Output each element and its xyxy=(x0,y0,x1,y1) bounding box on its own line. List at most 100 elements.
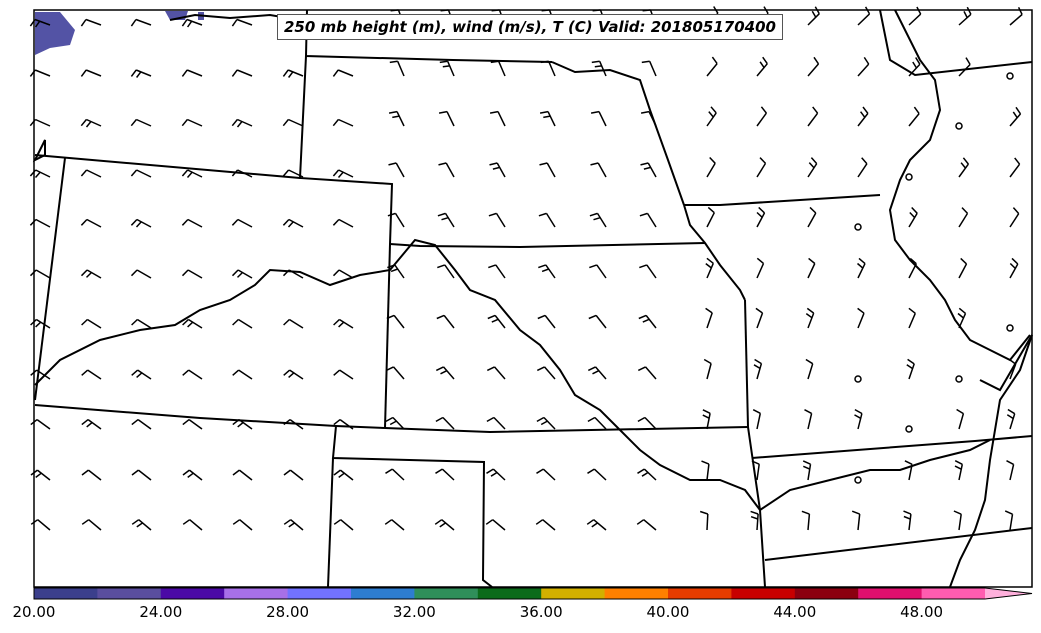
wind-barb xyxy=(1006,408,1016,430)
wind-barb xyxy=(908,6,922,26)
wind-barb xyxy=(905,173,913,181)
wind-barb xyxy=(130,218,152,228)
wind-barb xyxy=(905,425,913,433)
colorbar xyxy=(33,587,1033,600)
border-wy-ut xyxy=(34,154,301,179)
wind-barb xyxy=(30,519,51,531)
colorbar-tick-label: 28.00 xyxy=(266,603,310,621)
river-arkansas xyxy=(759,439,991,511)
wind-barb xyxy=(80,118,102,128)
wind-barb xyxy=(755,307,764,329)
wind-barb xyxy=(807,206,817,228)
lake-utah xyxy=(32,139,46,163)
border-ut-co xyxy=(34,157,66,401)
wind-barb xyxy=(1006,460,1015,481)
colorbar-segment xyxy=(858,588,923,599)
wind-barb xyxy=(804,409,813,430)
wind-barb xyxy=(487,314,506,329)
wind-barb xyxy=(80,218,102,228)
wind-barb xyxy=(389,60,405,77)
wind-barb xyxy=(857,6,871,26)
river-ohio xyxy=(949,334,1033,588)
wind-barb xyxy=(384,519,405,531)
wind-barb xyxy=(908,106,920,127)
wind-barb xyxy=(30,469,51,481)
wind-barb xyxy=(29,18,51,28)
wind-barb xyxy=(536,468,556,481)
wind-barb xyxy=(29,218,51,228)
wind-barb xyxy=(385,468,405,481)
wind-barb xyxy=(752,409,762,430)
wind-barb xyxy=(908,257,917,279)
wind-barb xyxy=(438,162,455,178)
wind-barb xyxy=(232,469,253,481)
wind-barb xyxy=(232,369,253,380)
border-ks-mo xyxy=(744,299,749,428)
wind-barb xyxy=(750,510,759,531)
wind-barb xyxy=(590,110,607,127)
colorbar-segment xyxy=(731,588,796,599)
wind-barb xyxy=(486,416,506,430)
map-frame xyxy=(33,9,1033,588)
wind-barb xyxy=(958,157,970,178)
wind-barb xyxy=(538,264,556,279)
wind-barb xyxy=(640,110,657,127)
wind-barb xyxy=(489,162,506,178)
wind-barb xyxy=(854,375,862,383)
colorbar-segment xyxy=(414,588,479,599)
wind-barb xyxy=(385,366,405,380)
colorbar-extend-arrow xyxy=(985,588,1032,599)
wind-barb xyxy=(703,358,712,380)
colorbar-tick-label: 36.00 xyxy=(519,603,563,621)
wind-barb xyxy=(854,476,862,484)
border-il-ky xyxy=(979,334,1033,392)
wind-barb xyxy=(30,418,51,430)
wind-barb xyxy=(181,118,203,127)
wind-barb xyxy=(438,110,455,127)
wind-barb xyxy=(131,418,152,430)
colorbar-tick-label: 24.00 xyxy=(139,603,183,621)
wind-barb xyxy=(636,519,657,531)
wind-barb xyxy=(435,468,455,481)
wind-barb xyxy=(1009,257,1019,279)
wind-barb xyxy=(81,369,102,380)
wind-barb xyxy=(81,469,102,481)
wind-barb xyxy=(231,69,253,77)
border-ar-la xyxy=(764,527,1033,561)
wind-barb xyxy=(638,314,657,329)
wind-barb xyxy=(181,218,203,228)
wind-barb xyxy=(283,318,304,329)
wind-barb xyxy=(702,409,711,430)
border-nm-east xyxy=(327,457,334,588)
wind-barb xyxy=(485,519,506,531)
wind-barb xyxy=(80,69,102,77)
wind-barb xyxy=(131,369,152,380)
wind-barb xyxy=(437,212,455,228)
wind-barb xyxy=(388,162,405,178)
wind-barb xyxy=(639,264,657,279)
wind-barb xyxy=(1008,358,1017,380)
wind-barb xyxy=(906,358,915,380)
wind-barb xyxy=(333,519,354,531)
wind-barb xyxy=(181,18,203,28)
wind-barb xyxy=(231,218,253,228)
wind-barb xyxy=(182,469,203,481)
wind-barb xyxy=(1006,72,1014,80)
wind-barb xyxy=(751,460,760,481)
wind-barb xyxy=(181,69,203,77)
wind-barb xyxy=(231,269,253,279)
border-nm-tx xyxy=(331,425,493,588)
wind-barb xyxy=(639,212,657,228)
border-ia-mn xyxy=(879,9,1033,77)
wind-barb xyxy=(958,257,968,279)
wind-barb xyxy=(955,122,963,130)
river-mississippi xyxy=(888,9,1031,362)
wind-barb xyxy=(29,169,51,178)
wind-barb xyxy=(131,519,152,531)
river-platte xyxy=(34,238,761,511)
colorbar-segment xyxy=(541,588,606,599)
border-mo-ar xyxy=(751,435,1033,459)
wind-barb xyxy=(333,469,354,481)
wind-barb xyxy=(488,212,506,228)
